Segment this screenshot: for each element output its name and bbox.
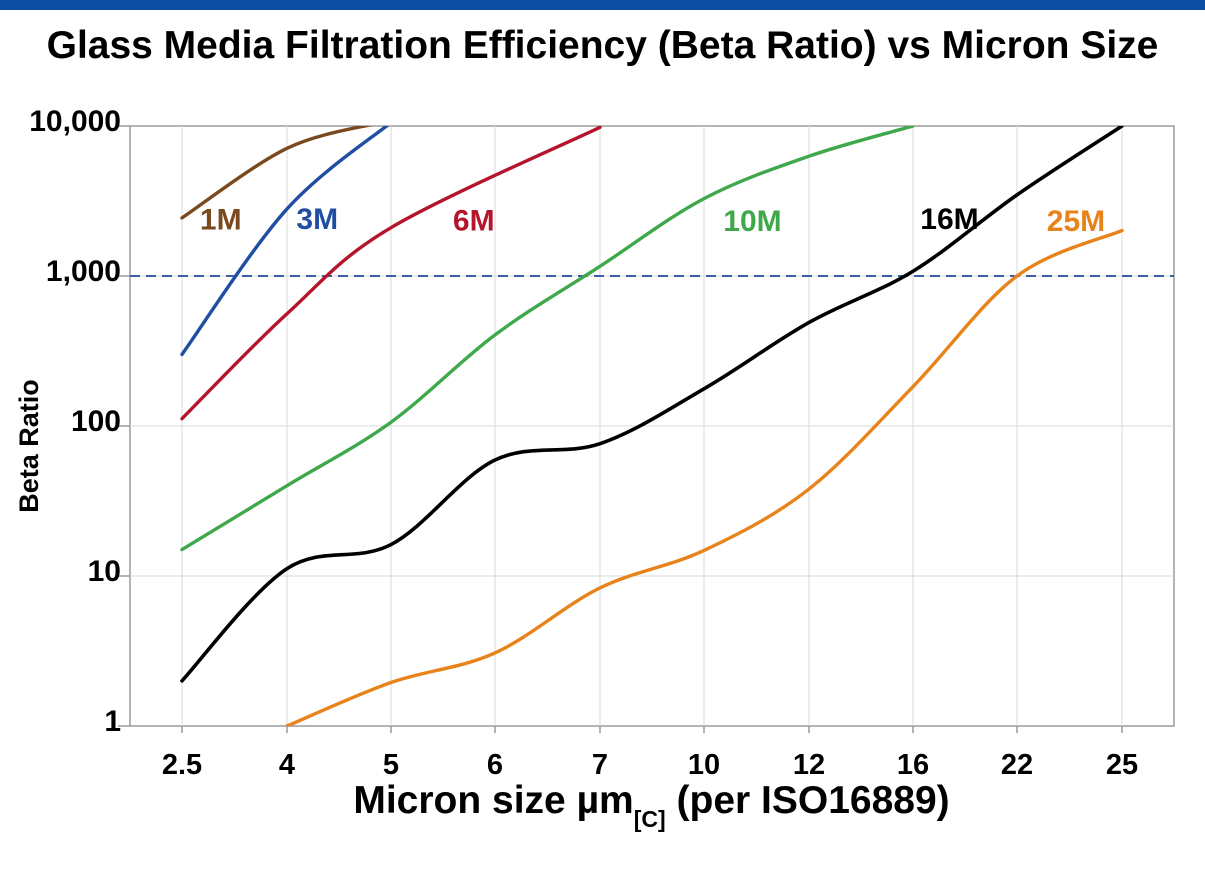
svg-text:1M: 1M [200, 204, 242, 237]
svg-text:16M: 16M [920, 203, 978, 236]
svg-text:3M: 3M [296, 203, 338, 236]
svg-text:25M: 25M [1047, 205, 1105, 238]
svg-text:10M: 10M [723, 205, 781, 238]
svg-text:6M: 6M [453, 204, 495, 237]
